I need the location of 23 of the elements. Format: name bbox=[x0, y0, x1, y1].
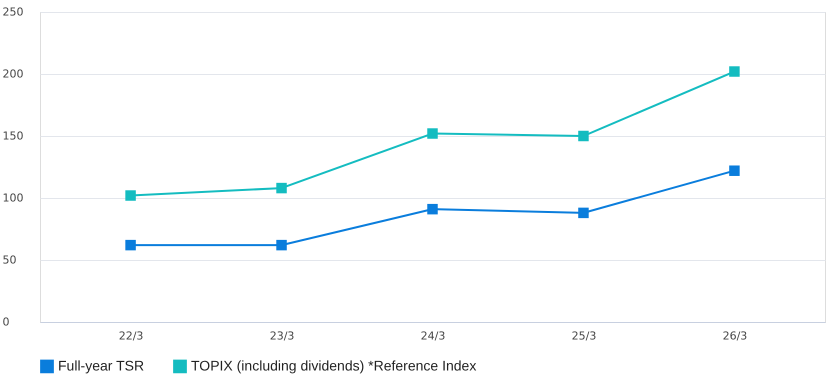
y-tick-label: 250 bbox=[2, 6, 24, 18]
legend-label: Full-year TSR bbox=[58, 357, 144, 374]
x-tick-label: 25/3 bbox=[572, 330, 596, 342]
x-tick-label: 24/3 bbox=[420, 330, 446, 342]
point bbox=[729, 165, 740, 176]
legend-label: TOPIX (including dividends) *Reference Index bbox=[191, 357, 476, 374]
point bbox=[427, 128, 438, 139]
x-tick-label: 26/3 bbox=[722, 330, 748, 342]
point bbox=[578, 130, 589, 142]
point bbox=[276, 240, 287, 250]
point bbox=[276, 182, 287, 194]
point bbox=[125, 190, 136, 201]
y-tick-label: 50 bbox=[2, 254, 16, 266]
x-tick-label: 22/3 bbox=[118, 330, 144, 342]
y-tick-label: 0 bbox=[2, 316, 10, 328]
point bbox=[125, 240, 136, 250]
point bbox=[578, 208, 589, 218]
point bbox=[729, 66, 740, 77]
y-tick-label: 200 bbox=[2, 68, 24, 80]
x-tick-label: 23/3 bbox=[270, 330, 294, 342]
y-tick-label: 100 bbox=[2, 192, 24, 204]
point bbox=[427, 204, 438, 214]
y-tick-label: 150 bbox=[2, 130, 24, 142]
